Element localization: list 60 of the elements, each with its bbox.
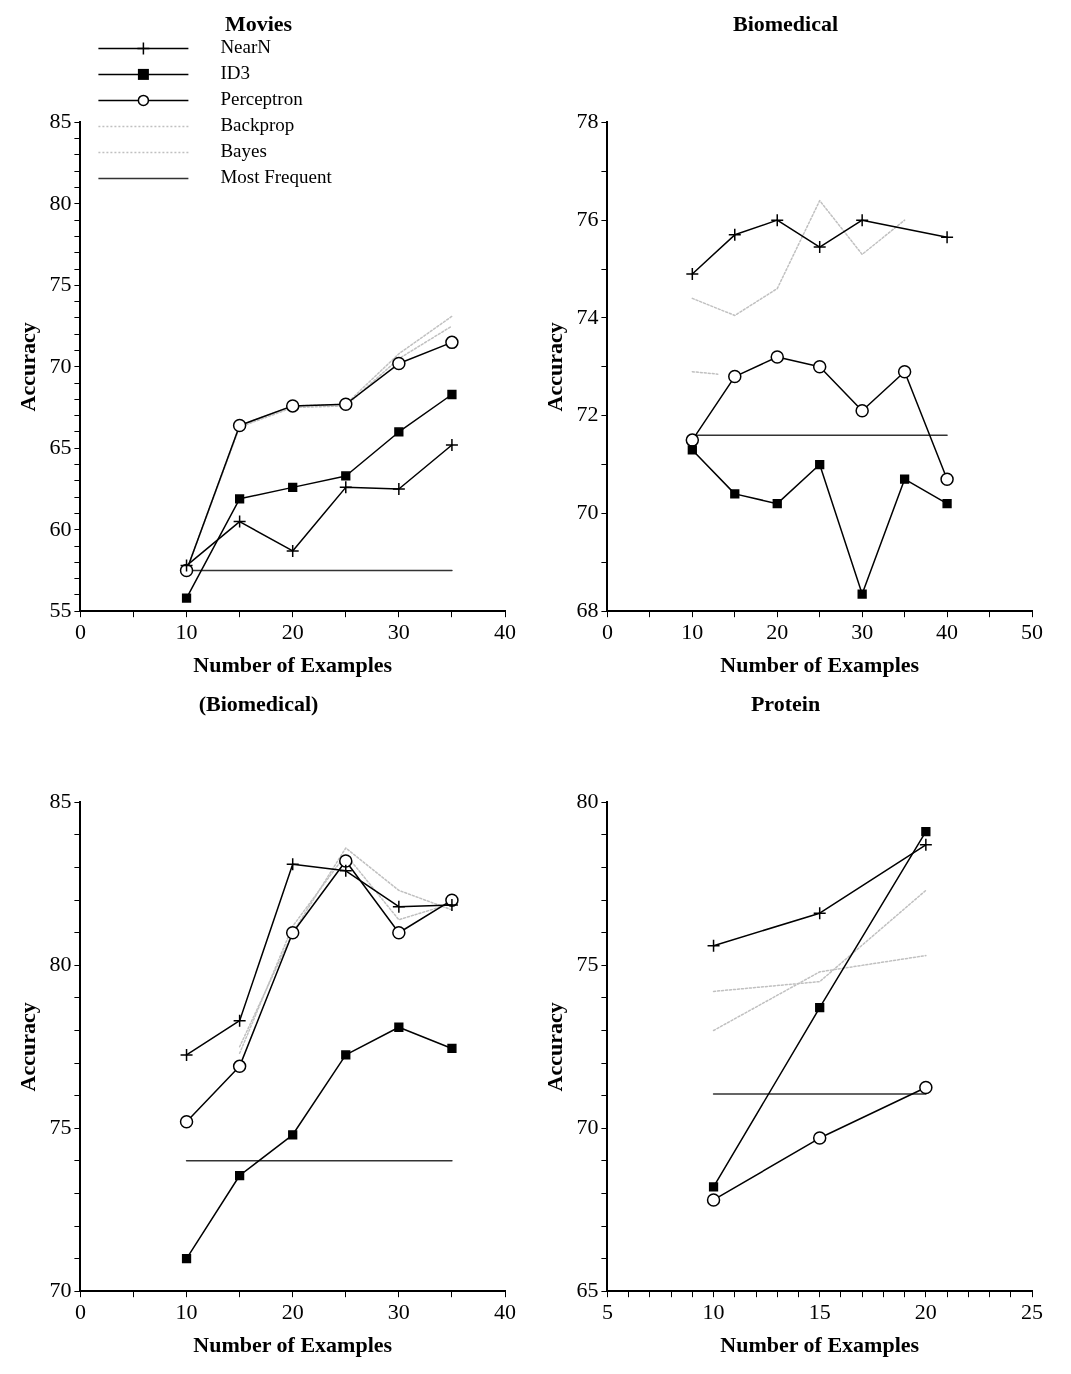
chart-title: (Biomedical) bbox=[198, 690, 319, 716]
chart-title: Movies bbox=[224, 10, 293, 36]
y-tick-label: 85 bbox=[49, 788, 72, 814]
y-tick-label: 78 bbox=[576, 108, 599, 134]
x-tick-label: 0 bbox=[74, 619, 86, 645]
x-tick-label: 40 bbox=[494, 1299, 516, 1325]
y-tick-label: 74 bbox=[576, 303, 599, 329]
y-tick-label: 55 bbox=[49, 596, 72, 622]
y-axis-title: Accuracy bbox=[14, 1002, 40, 1092]
legend-label: Bayes bbox=[220, 140, 267, 162]
x-tick-label: 10 bbox=[175, 619, 198, 645]
y-tick-label: 65 bbox=[576, 1276, 599, 1302]
x-tick-label: 40 bbox=[936, 619, 959, 645]
y-tick-label: 75 bbox=[49, 271, 72, 297]
legend-label: Perceptron bbox=[220, 88, 304, 110]
chart-title: Biomedical bbox=[732, 10, 839, 36]
x-tick-label: 0 bbox=[601, 619, 613, 645]
x-tick-label: 5 bbox=[601, 1299, 613, 1325]
y-tick-label: 75 bbox=[576, 951, 599, 977]
y-tick-label: 60 bbox=[49, 515, 72, 541]
x-tick-label: 20 bbox=[766, 619, 789, 645]
x-tick-label: 30 bbox=[851, 619, 874, 645]
y-tick-label: 80 bbox=[49, 189, 72, 215]
y-tick-label: 70 bbox=[49, 1276, 72, 1302]
x-tick-label: 40 bbox=[494, 619, 516, 645]
y-axis-title: Accuracy bbox=[541, 322, 567, 412]
legend-label: Backprop bbox=[220, 114, 295, 136]
x-tick-label: 30 bbox=[387, 619, 410, 645]
y-tick-label: 68 bbox=[576, 596, 599, 622]
x-tick-label: 20 bbox=[281, 1299, 304, 1325]
x-tick-label: 30 bbox=[387, 1299, 410, 1325]
x-tick-label: 0 bbox=[74, 1299, 86, 1325]
y-tick-label: 80 bbox=[576, 788, 599, 814]
x-tick-label: 20 bbox=[914, 1299, 937, 1325]
x-axis-title: Number of Examples bbox=[720, 1332, 920, 1358]
x-tick-label: 50 bbox=[1021, 619, 1043, 645]
x-tick-label: 10 bbox=[175, 1299, 198, 1325]
x-tick-label: 20 bbox=[281, 619, 304, 645]
x-tick-label: 25 bbox=[1021, 1299, 1043, 1325]
legend-label: NearN bbox=[220, 36, 272, 58]
y-tick-label: 76 bbox=[576, 205, 599, 231]
legend-label: Most Frequent bbox=[220, 166, 333, 188]
y-tick-label: 65 bbox=[49, 434, 72, 460]
x-axis-title: Number of Examples bbox=[720, 652, 920, 678]
legend-label: ID3 bbox=[220, 62, 250, 84]
x-tick-label: 10 bbox=[681, 619, 704, 645]
y-tick-label: 80 bbox=[49, 951, 72, 977]
x-axis-title: Number of Examples bbox=[193, 1332, 393, 1358]
x-tick-label: 10 bbox=[702, 1299, 725, 1325]
y-tick-label: 75 bbox=[49, 1114, 72, 1140]
y-tick-label: 70 bbox=[576, 1114, 599, 1140]
y-axis-title: Accuracy bbox=[14, 322, 40, 412]
y-tick-label: 70 bbox=[49, 352, 72, 378]
y-tick-label: 85 bbox=[49, 108, 72, 134]
y-tick-label: 72 bbox=[576, 401, 599, 427]
x-axis-title: Number of Examples bbox=[193, 652, 393, 678]
y-tick-label: 70 bbox=[576, 499, 599, 525]
y-axis-title: Accuracy bbox=[541, 1002, 567, 1092]
x-tick-label: 15 bbox=[808, 1299, 831, 1325]
chart-title: Protein bbox=[750, 690, 821, 716]
